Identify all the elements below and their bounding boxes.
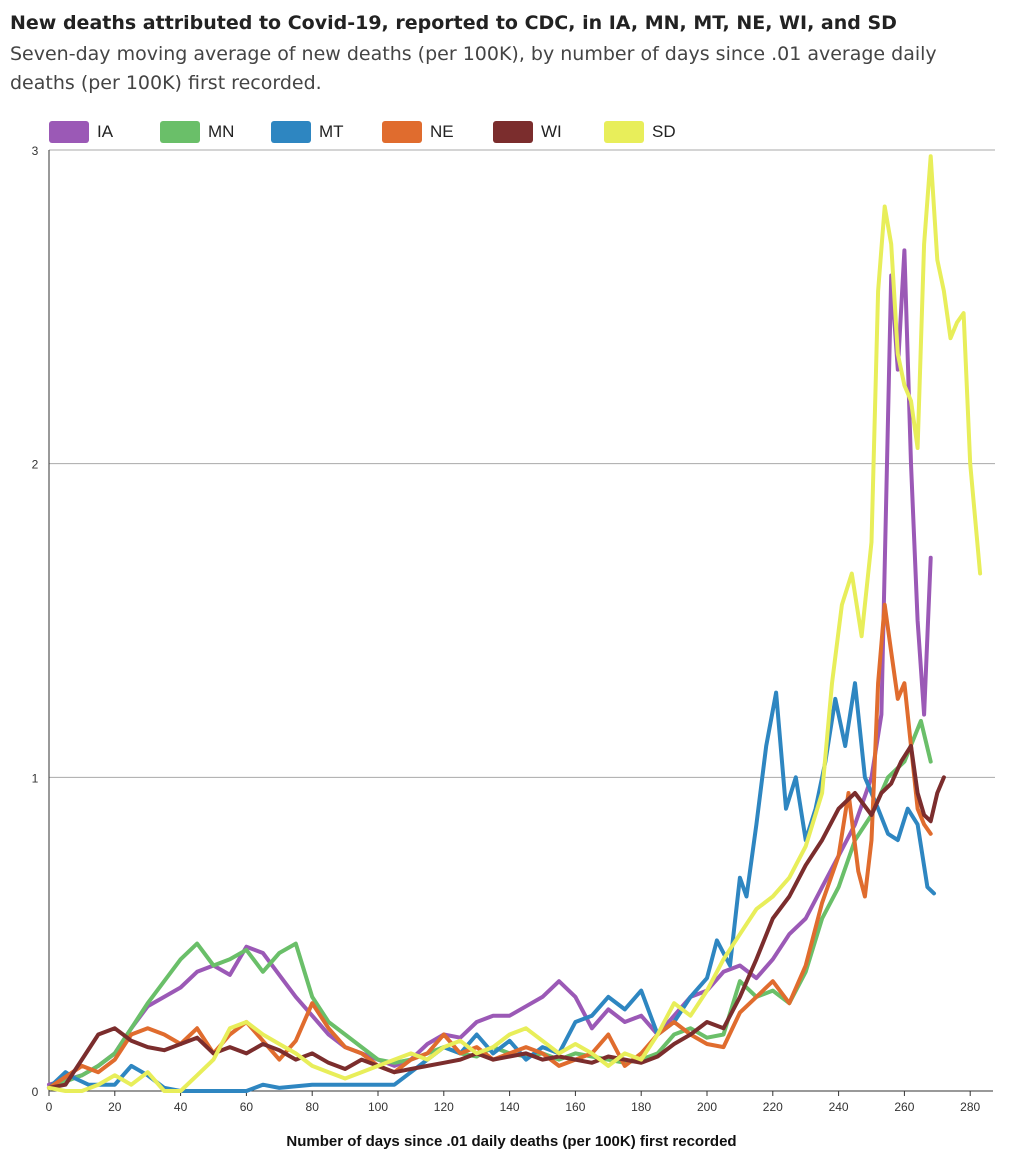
legend-label: WI bbox=[541, 122, 562, 141]
legend-swatch bbox=[604, 121, 644, 143]
legend-swatch bbox=[271, 121, 311, 143]
x-tick-label: 20 bbox=[108, 1100, 122, 1114]
x-tick-label: 180 bbox=[631, 1100, 651, 1114]
legend-item-mt: MT bbox=[271, 120, 344, 144]
x-tick-label: 240 bbox=[829, 1100, 849, 1114]
x-tick-label: 220 bbox=[763, 1100, 783, 1114]
series-line-wi bbox=[47, 744, 946, 1090]
series-line-mt bbox=[47, 681, 936, 1093]
y-tick-label: 2 bbox=[32, 458, 39, 472]
series-line-ia bbox=[47, 248, 933, 1087]
x-tick-label: 160 bbox=[565, 1100, 585, 1114]
x-tick-label: 80 bbox=[306, 1100, 320, 1114]
legend-item-sd: SD bbox=[604, 120, 676, 144]
x-axis-label: Number of days since .01 daily deaths (p… bbox=[286, 1133, 737, 1150]
x-tick-label: 280 bbox=[960, 1100, 980, 1114]
legend-label: MN bbox=[208, 122, 235, 141]
x-tick-label: 260 bbox=[894, 1100, 914, 1114]
legend-swatch bbox=[493, 121, 533, 143]
y-tick-label: 0 bbox=[32, 1085, 39, 1099]
legend-swatch bbox=[160, 121, 200, 143]
x-tick-label: 200 bbox=[697, 1100, 717, 1114]
legend-swatch bbox=[49, 121, 89, 143]
x-tick-label: 140 bbox=[500, 1100, 520, 1114]
legend-label: IA bbox=[97, 122, 114, 141]
x-tick-label: 100 bbox=[368, 1100, 388, 1114]
x-tick-label: 0 bbox=[46, 1100, 53, 1114]
legend-label: SD bbox=[652, 122, 676, 141]
chart-subtitle: Seven-day moving average of new deaths (… bbox=[10, 43, 937, 94]
legend-item-mn: MN bbox=[160, 120, 234, 144]
legend-label: NE bbox=[430, 122, 454, 141]
x-tick-label: 40 bbox=[174, 1100, 188, 1114]
series-line-ne bbox=[47, 602, 933, 1090]
legend-item-ia: IA bbox=[49, 120, 113, 144]
y-tick-label: 1 bbox=[32, 771, 39, 785]
y-tick-label: 3 bbox=[32, 144, 39, 158]
x-tick-label: 120 bbox=[434, 1100, 454, 1114]
legend-item-wi: WI bbox=[493, 120, 562, 144]
series-line-sd bbox=[47, 154, 983, 1093]
chart-title: New deaths attributed to Covid-19, repor… bbox=[10, 12, 897, 34]
x-tick-label: 60 bbox=[240, 1100, 254, 1114]
series-line-mn bbox=[47, 718, 933, 1090]
legend-item-ne: NE bbox=[382, 120, 454, 144]
legend-swatch bbox=[382, 121, 422, 143]
chart-header: New deaths attributed to Covid-19, repor… bbox=[10, 10, 1010, 98]
legend-label: MT bbox=[319, 122, 344, 141]
